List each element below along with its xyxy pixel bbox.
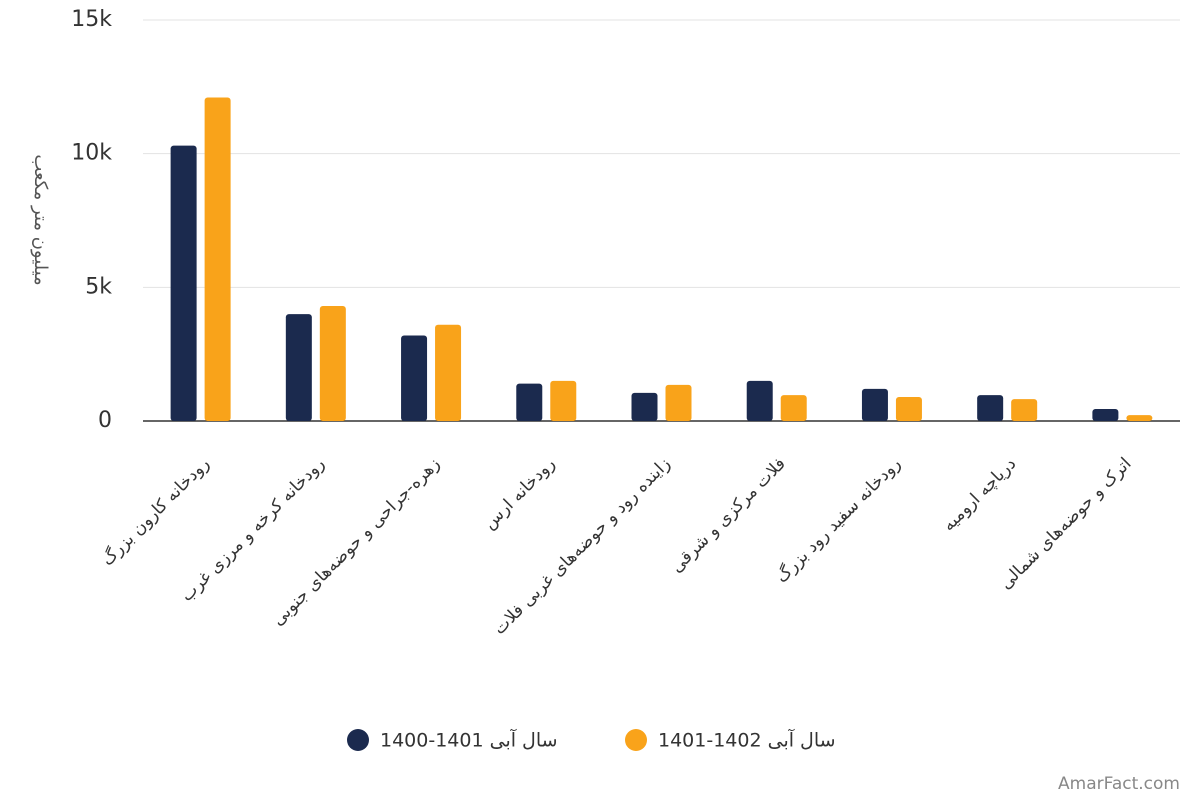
- x-tick-label: دریاچه ارومیه: [939, 454, 1020, 535]
- y-tick-label: 0: [98, 408, 112, 433]
- bar: [977, 395, 1004, 421]
- bar: [746, 380, 773, 421]
- bar: [319, 306, 346, 421]
- bar: [861, 388, 888, 421]
- bar: [285, 314, 312, 421]
- bar: [170, 145, 197, 421]
- legend-marker: [625, 729, 647, 751]
- bar: [1011, 399, 1038, 421]
- y-tick-label: 15k: [71, 7, 112, 32]
- bar: [780, 395, 807, 421]
- x-tick-label: رودخانه کارون بزرگ: [97, 453, 214, 570]
- bar: [204, 97, 231, 421]
- y-axis-label: میلیون متر مکعب: [30, 154, 51, 285]
- x-tick-label: رودخانه سفید رود بزرگ: [771, 453, 905, 587]
- bar: [895, 396, 922, 421]
- legend-label: سال آبی 1401-1400: [380, 728, 558, 752]
- bar: [631, 392, 658, 421]
- legend-label: سال آبی 1402-1401: [658, 728, 836, 752]
- bar: [516, 383, 543, 421]
- y-tick-label: 10k: [71, 141, 112, 166]
- legend-marker: [347, 729, 369, 751]
- credit: AmarFact.com: [1058, 774, 1180, 794]
- x-tick-label: رودخانه ارس: [480, 454, 560, 534]
- bar: [401, 335, 428, 421]
- bar: [435, 324, 462, 421]
- bar: [665, 384, 692, 421]
- x-tick-label: فلات مرکزی و شرقی: [667, 454, 790, 577]
- bar: [550, 380, 577, 421]
- bar: [1092, 408, 1119, 421]
- x-tick-label: اترک و حوضه‌های شمالی: [996, 454, 1136, 594]
- bar: [1126, 415, 1153, 421]
- y-tick-label: 5k: [85, 274, 112, 299]
